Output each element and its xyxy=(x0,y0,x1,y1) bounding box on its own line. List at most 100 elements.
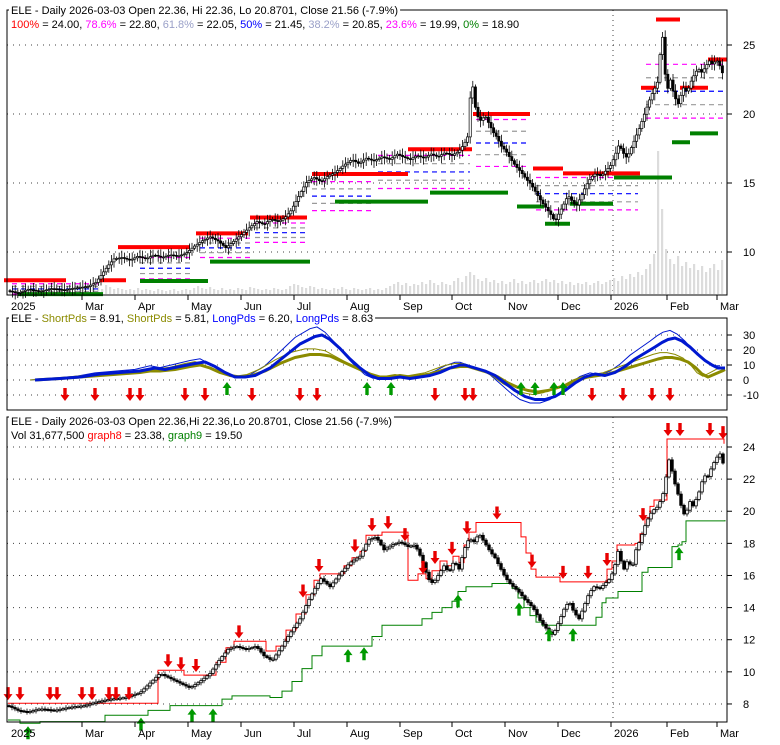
buy-signal-arrow xyxy=(516,382,526,395)
sell-signal-arrow xyxy=(583,565,593,579)
volume-bar xyxy=(585,282,588,294)
x-axis-label: Mar xyxy=(85,301,104,313)
candle-body xyxy=(715,60,719,63)
price-bar-body xyxy=(103,699,107,702)
candle-body xyxy=(174,255,178,257)
y-axis-label: 24 xyxy=(743,442,755,454)
volume-bar xyxy=(269,290,272,294)
price-bar-body xyxy=(298,618,302,624)
price-bar-body xyxy=(250,647,254,650)
x-axis-label: Aug xyxy=(350,728,370,740)
top-x-axis[interactable]: 2025 Mar Apr May Jun Jul Aug Sep Oct Nov Dec 2026 Fe… xyxy=(11,295,739,313)
price-bar-body xyxy=(22,710,26,713)
sell-signal-arrow xyxy=(180,388,190,401)
oscillator-panel-title: ELE - ShortPds = 8.91, ShortPds = 5.81, … xyxy=(11,313,373,325)
candle-body xyxy=(125,257,129,260)
price-bar-body xyxy=(211,668,215,674)
price-bar-body xyxy=(82,705,86,708)
candle-body xyxy=(507,151,511,157)
price-bar-body xyxy=(271,658,275,661)
price-bar-body xyxy=(475,536,479,543)
price-bar-body xyxy=(160,674,164,677)
volume-bar xyxy=(389,286,392,294)
candle-body xyxy=(34,289,38,292)
candle-body xyxy=(632,140,636,148)
candle-body xyxy=(445,152,449,155)
price-bar-body xyxy=(238,646,242,649)
volume-bar xyxy=(661,209,664,294)
candle-body xyxy=(437,155,441,158)
candle-body xyxy=(83,286,87,289)
candle-body xyxy=(484,116,488,119)
oscillator-panel: 30 20 10 0 -10 ELE - ShortPds = 8.91, ShortPd… xyxy=(6,313,759,411)
price-bar-body xyxy=(379,539,383,546)
candle-body xyxy=(427,155,431,158)
volume-bar xyxy=(649,264,652,294)
volume-bar xyxy=(313,287,316,294)
volume-bar xyxy=(613,278,616,294)
price-bar-body xyxy=(112,698,116,701)
candle-body xyxy=(705,64,709,70)
candle-body xyxy=(78,287,82,289)
candle-body xyxy=(143,257,147,259)
candle-body xyxy=(684,87,688,92)
candle-body xyxy=(216,239,220,242)
candle-body xyxy=(107,264,111,269)
volume-bar xyxy=(117,288,120,294)
volume-bars xyxy=(9,151,724,294)
candle-body xyxy=(601,173,605,177)
price-bar-body xyxy=(406,544,410,547)
volume-bar xyxy=(581,284,584,294)
price-bar-body xyxy=(142,688,146,693)
sell-signal-arrow xyxy=(247,388,257,401)
candle-body xyxy=(330,173,334,176)
price-bar-body xyxy=(715,456,719,463)
sell-signal-arrow xyxy=(618,388,628,401)
price-bar-body xyxy=(133,693,137,696)
candle-body xyxy=(622,148,626,154)
candle-body xyxy=(681,87,685,96)
sell-signal-arrow xyxy=(125,388,135,401)
price-bar-body xyxy=(706,475,710,478)
x-axis-label: Apr xyxy=(138,301,155,313)
bottom-chart-panel: 8 10 12 14 16 18 20 22 24 ELE - Daily 2026-03-03 … xyxy=(3,416,755,740)
volume-bar xyxy=(373,290,376,294)
price-bar-body xyxy=(247,647,251,650)
candle-body xyxy=(619,145,623,149)
price-bar-body xyxy=(586,595,590,604)
candle-body xyxy=(250,225,254,229)
candle-body xyxy=(567,196,571,200)
x-axis-label: Jun xyxy=(244,728,262,740)
candle-body xyxy=(206,237,210,240)
candle-body xyxy=(247,227,251,231)
candle-body xyxy=(265,221,269,225)
candle-body xyxy=(562,203,566,210)
price-bar-body xyxy=(526,599,530,603)
candle-body xyxy=(583,188,587,195)
candle-body xyxy=(221,242,225,246)
price-bar-body xyxy=(346,564,350,569)
candle-body xyxy=(611,159,615,166)
candle-body xyxy=(616,145,620,154)
candle-body xyxy=(229,243,233,247)
price-bar-body xyxy=(256,646,260,649)
price-bar-body xyxy=(145,685,149,690)
sell-signal-arrow xyxy=(665,388,675,401)
price-bar-body xyxy=(178,681,182,684)
price-bar-body xyxy=(10,705,14,708)
price-bar-body xyxy=(712,462,716,470)
candle-body xyxy=(237,236,241,240)
sell-signal-arrow xyxy=(45,687,55,701)
volume-bar xyxy=(589,285,592,294)
candle-body xyxy=(211,236,215,239)
candle-body xyxy=(658,54,662,83)
candle-body xyxy=(310,178,314,181)
y-axis-label: 20 xyxy=(743,506,755,518)
title-backdrop xyxy=(9,313,376,325)
price-bar-body xyxy=(187,685,191,688)
price-bar-body xyxy=(496,557,500,564)
price-bar-body xyxy=(619,550,623,562)
candle-body xyxy=(190,247,194,251)
price-bar-body xyxy=(334,578,338,584)
bottom-x-axis[interactable]: 2025 Mar Apr May Jun Jul Aug Sep Oct Nov Dec 2026 Fe… xyxy=(11,722,739,740)
